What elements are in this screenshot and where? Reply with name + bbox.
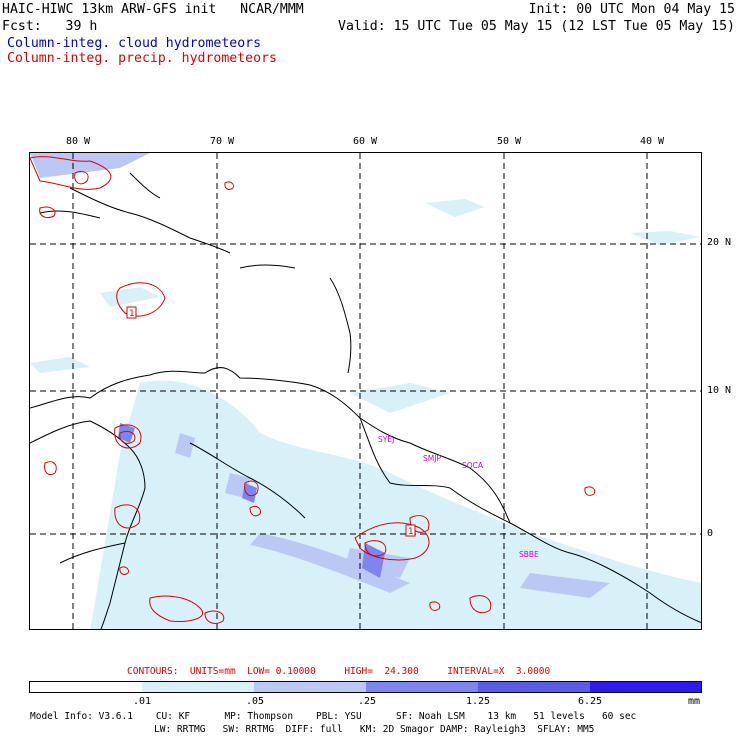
colorbar-tick-1: .01 xyxy=(133,696,152,707)
lat-label-10n: 10 N xyxy=(707,385,732,396)
colorbar-segment-1 xyxy=(30,682,142,692)
lon-label-80w: 80 W xyxy=(66,136,91,147)
contour-label-boxes xyxy=(126,306,416,537)
contours-info: CONTOURS: UNITS=mm LOW= 0.10000 HIGH= 24… xyxy=(127,666,551,677)
station-syej: SYEJ xyxy=(378,435,394,444)
forecast-hour: Fcst: 39 h xyxy=(2,19,98,34)
colorbar-unit: mm xyxy=(688,696,701,707)
header-title: HAIC-HIWC 13km ARW-GFS init NCAR/MMM xyxy=(2,2,304,17)
colorbar-segment-6 xyxy=(590,682,701,692)
colorbar-tick-4: 1.25 xyxy=(466,696,491,707)
station-labels: SYEJ SMJP SOCA SBBE xyxy=(378,435,539,559)
colorbar-tick-2: .05 xyxy=(246,696,265,707)
map-panel: 1 1 SYEJ SMJP SOCA SBBE xyxy=(29,152,702,630)
colorbar xyxy=(29,681,702,693)
station-soca: SOCA xyxy=(462,461,484,470)
legend-precip: Column-integ. precip. hydrometeors xyxy=(7,51,277,66)
lat-label-0: 0 xyxy=(707,528,714,539)
colorbar-segment-3 xyxy=(254,682,366,692)
contour-label-1: 1 xyxy=(129,309,134,319)
colorbar-segment-4 xyxy=(366,682,478,692)
lon-label-40w: 40 W xyxy=(640,136,665,147)
valid-time: Valid: 15 UTC Tue 05 May 15 (12 LST Tue … xyxy=(338,19,735,34)
colorbar-tick-5: 6.25 xyxy=(578,696,603,707)
station-sbbe: SBBE xyxy=(519,550,539,559)
contour-label-2: 1 xyxy=(408,527,413,537)
station-smjp: SMJP xyxy=(423,454,441,463)
lat-lon-grid xyxy=(30,153,701,629)
map-canvas: 1 1 SYEJ SMJP SOCA SBBE xyxy=(30,153,701,629)
precip-contours xyxy=(30,156,596,624)
init-time: Init: 00 UTC Mon 04 May 15 xyxy=(528,2,735,17)
colorbar-segment-5 xyxy=(478,682,590,692)
model-info-line2: LW: RRTMG SW: RRTMG DIFF: full KM: 2D Sm… xyxy=(154,724,595,735)
lon-label-50w: 50 W xyxy=(497,136,522,147)
colorbar-tick-3: .25 xyxy=(358,696,377,707)
model-info-line1: Model Info: V3.6.1 CU: KF MP: Thompson P… xyxy=(30,711,637,722)
lat-label-20n: 20 N xyxy=(707,237,732,248)
legend-cloud: Column-integ. cloud hydrometeors xyxy=(7,36,262,51)
lon-label-60w: 60 W xyxy=(353,136,378,147)
lon-label-70w: 70 W xyxy=(210,136,235,147)
coastlines xyxy=(30,172,701,629)
colorbar-segment-2 xyxy=(142,682,254,692)
